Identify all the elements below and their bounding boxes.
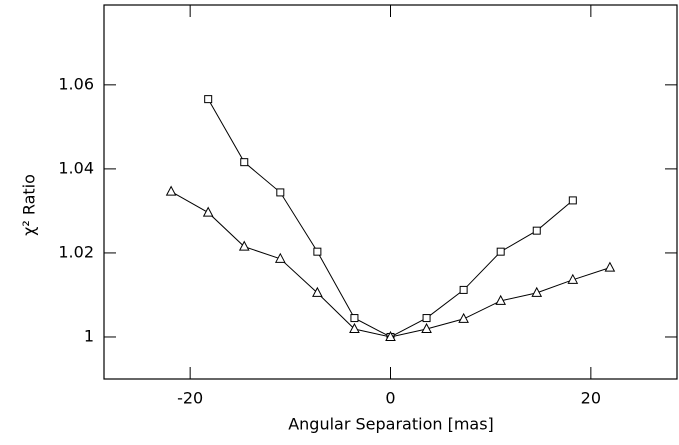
square-marker: [459, 285, 468, 294]
x-tick-label: -20: [177, 389, 203, 408]
plot-frame: [103, 4, 678, 380]
x-tick-label: 20: [581, 389, 601, 408]
square-marker: [350, 314, 359, 323]
triangle-marker: [202, 206, 214, 217]
square-marker: [204, 95, 213, 104]
triangle-marker: [349, 322, 360, 333]
triangle-marker: [274, 252, 286, 263]
y-tick-label: 1.04: [58, 158, 94, 177]
x-tick-label: 0: [385, 389, 395, 408]
triangle-marker: [604, 261, 616, 272]
triangle-marker: [385, 330, 396, 341]
square-marker: [276, 188, 285, 197]
y-tick-label: 1.02: [58, 242, 94, 261]
x-axis-label: Angular Separation [mas]: [288, 415, 494, 434]
triangle-marker: [238, 240, 250, 251]
y-tick-label: 1.06: [58, 74, 94, 93]
square-marker: [240, 158, 249, 167]
series-line: [170, 191, 611, 338]
series-line: [207, 98, 574, 338]
triangle-marker: [495, 294, 507, 305]
triangle-marker: [312, 286, 323, 297]
triangle-marker: [531, 286, 543, 297]
triangle-marker: [458, 312, 469, 323]
y-tick-label: 1: [84, 326, 94, 345]
triangle-marker: [567, 273, 579, 284]
square-marker: [496, 247, 505, 256]
square-marker: [568, 196, 577, 205]
triangle-marker: [421, 322, 432, 333]
triangle-marker: [165, 185, 177, 196]
square-marker: [313, 247, 322, 256]
y-axis-label: χ² Ratio: [20, 174, 39, 236]
square-marker: [422, 314, 431, 323]
square-marker: [532, 226, 541, 235]
